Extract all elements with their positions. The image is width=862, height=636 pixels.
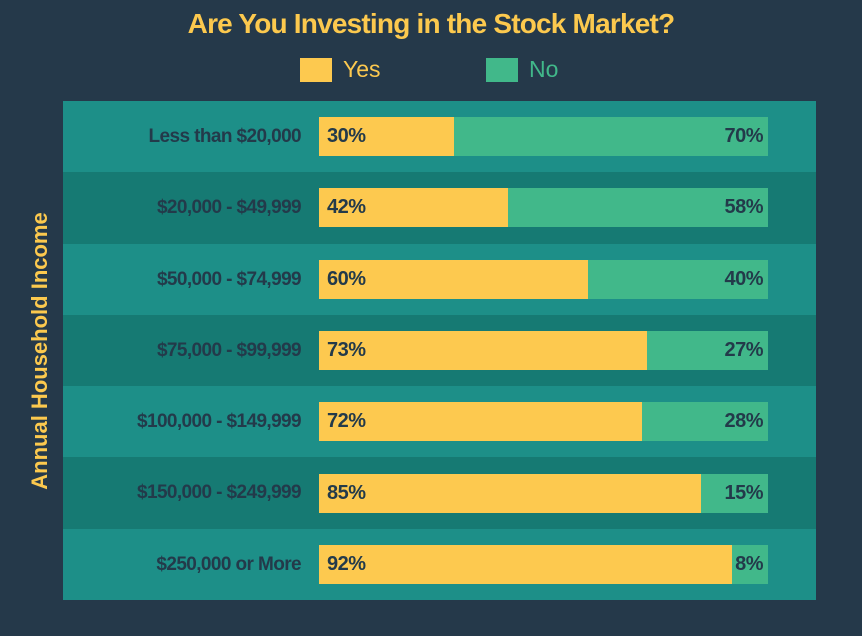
legend-swatch-yes (300, 57, 332, 82)
value-label-no: 70% (724, 125, 763, 148)
category-label: $75,000 - $99,999 (156, 339, 302, 361)
category-label: $100,000 - $149,999 (137, 411, 302, 433)
bar-segment-yes: 92% (319, 544, 733, 584)
value-label-no: 15% (724, 481, 763, 504)
bar-segment-yes: 60% (319, 259, 589, 299)
bar-segment-no: 27% (646, 330, 768, 370)
category-label: $20,000 - $49,999 (156, 197, 302, 219)
legend-item-no: No (486, 56, 558, 83)
value-label-no: 8% (735, 552, 763, 575)
legend-item-yes: Yes (300, 56, 381, 83)
y-axis-label: Annual Household Income (27, 211, 52, 490)
value-label-yes: 85% (327, 481, 366, 504)
chart-title: Are You Investing in the Stock Market? (187, 8, 675, 39)
chart-row: $100,000 - $149,999 72% 28% (63, 386, 816, 458)
category-label: $150,000 - $249,999 (137, 482, 302, 504)
stacked-bar: 72% 28% (319, 402, 768, 442)
value-label-no: 27% (724, 338, 763, 361)
value-label-yes: 92% (327, 552, 366, 575)
bar-segment-no: 8% (732, 544, 768, 584)
chart-row: $150,000 - $249,999 85% 15% (63, 457, 816, 529)
legend-label-yes: Yes (343, 56, 381, 82)
value-label-no: 28% (724, 410, 763, 433)
legend-swatch-no (486, 57, 518, 82)
value-label-yes: 42% (327, 196, 366, 219)
value-label-yes: 60% (327, 267, 366, 290)
chart-row: $75,000 - $99,999 73% 27% (63, 314, 816, 387)
value-label-yes: 30% (327, 125, 366, 148)
value-label-no: 40% (724, 267, 763, 290)
chart-row: $20,000 - $49,999 42% 58% (63, 172, 816, 244)
bar-segment-no: 15% (700, 473, 768, 513)
stacked-bar: 92% 8% (319, 544, 768, 584)
category-label: Less than $20,000 (148, 126, 302, 147)
stacked-bar: 30% 70% (319, 117, 768, 157)
stacked-bar: 60% 40% (319, 259, 768, 299)
bar-segment-no: 28% (642, 402, 768, 442)
bar-segment-no: 70% (453, 117, 768, 157)
bar-segment-yes: 42% (319, 188, 508, 228)
stacked-bar: 73% 27% (319, 330, 768, 370)
bar-segment-yes: 72% (319, 402, 643, 442)
bar-segment-no: 40% (588, 259, 768, 299)
value-label-yes: 73% (327, 338, 366, 361)
legend: Yes No (0, 56, 862, 84)
chart-row: $250,000 or More 92% 8% (63, 528, 816, 600)
category-label: $50,000 - $74,999 (156, 268, 302, 290)
chart-row: $50,000 - $74,999 60% 40% (63, 243, 816, 315)
value-label-no: 58% (724, 196, 763, 219)
chart-panel: Less than $20,000 30% 70% $20,000 - $49,… (63, 101, 816, 600)
legend-label-no: No (529, 56, 559, 82)
stacked-bar: 85% 15% (319, 473, 768, 513)
stacked-bar: 42% 58% (319, 188, 768, 228)
category-label: $250,000 or More (156, 553, 301, 575)
bar-segment-no: 58% (507, 188, 768, 228)
chart-row: Less than $20,000 30% 70% (63, 101, 816, 173)
bar-segment-yes: 85% (319, 473, 701, 513)
bar-segment-yes: 30% (319, 117, 454, 157)
y-axis: Annual Household Income (22, 101, 58, 600)
value-label-yes: 72% (327, 410, 366, 433)
bar-segment-yes: 73% (319, 330, 647, 370)
